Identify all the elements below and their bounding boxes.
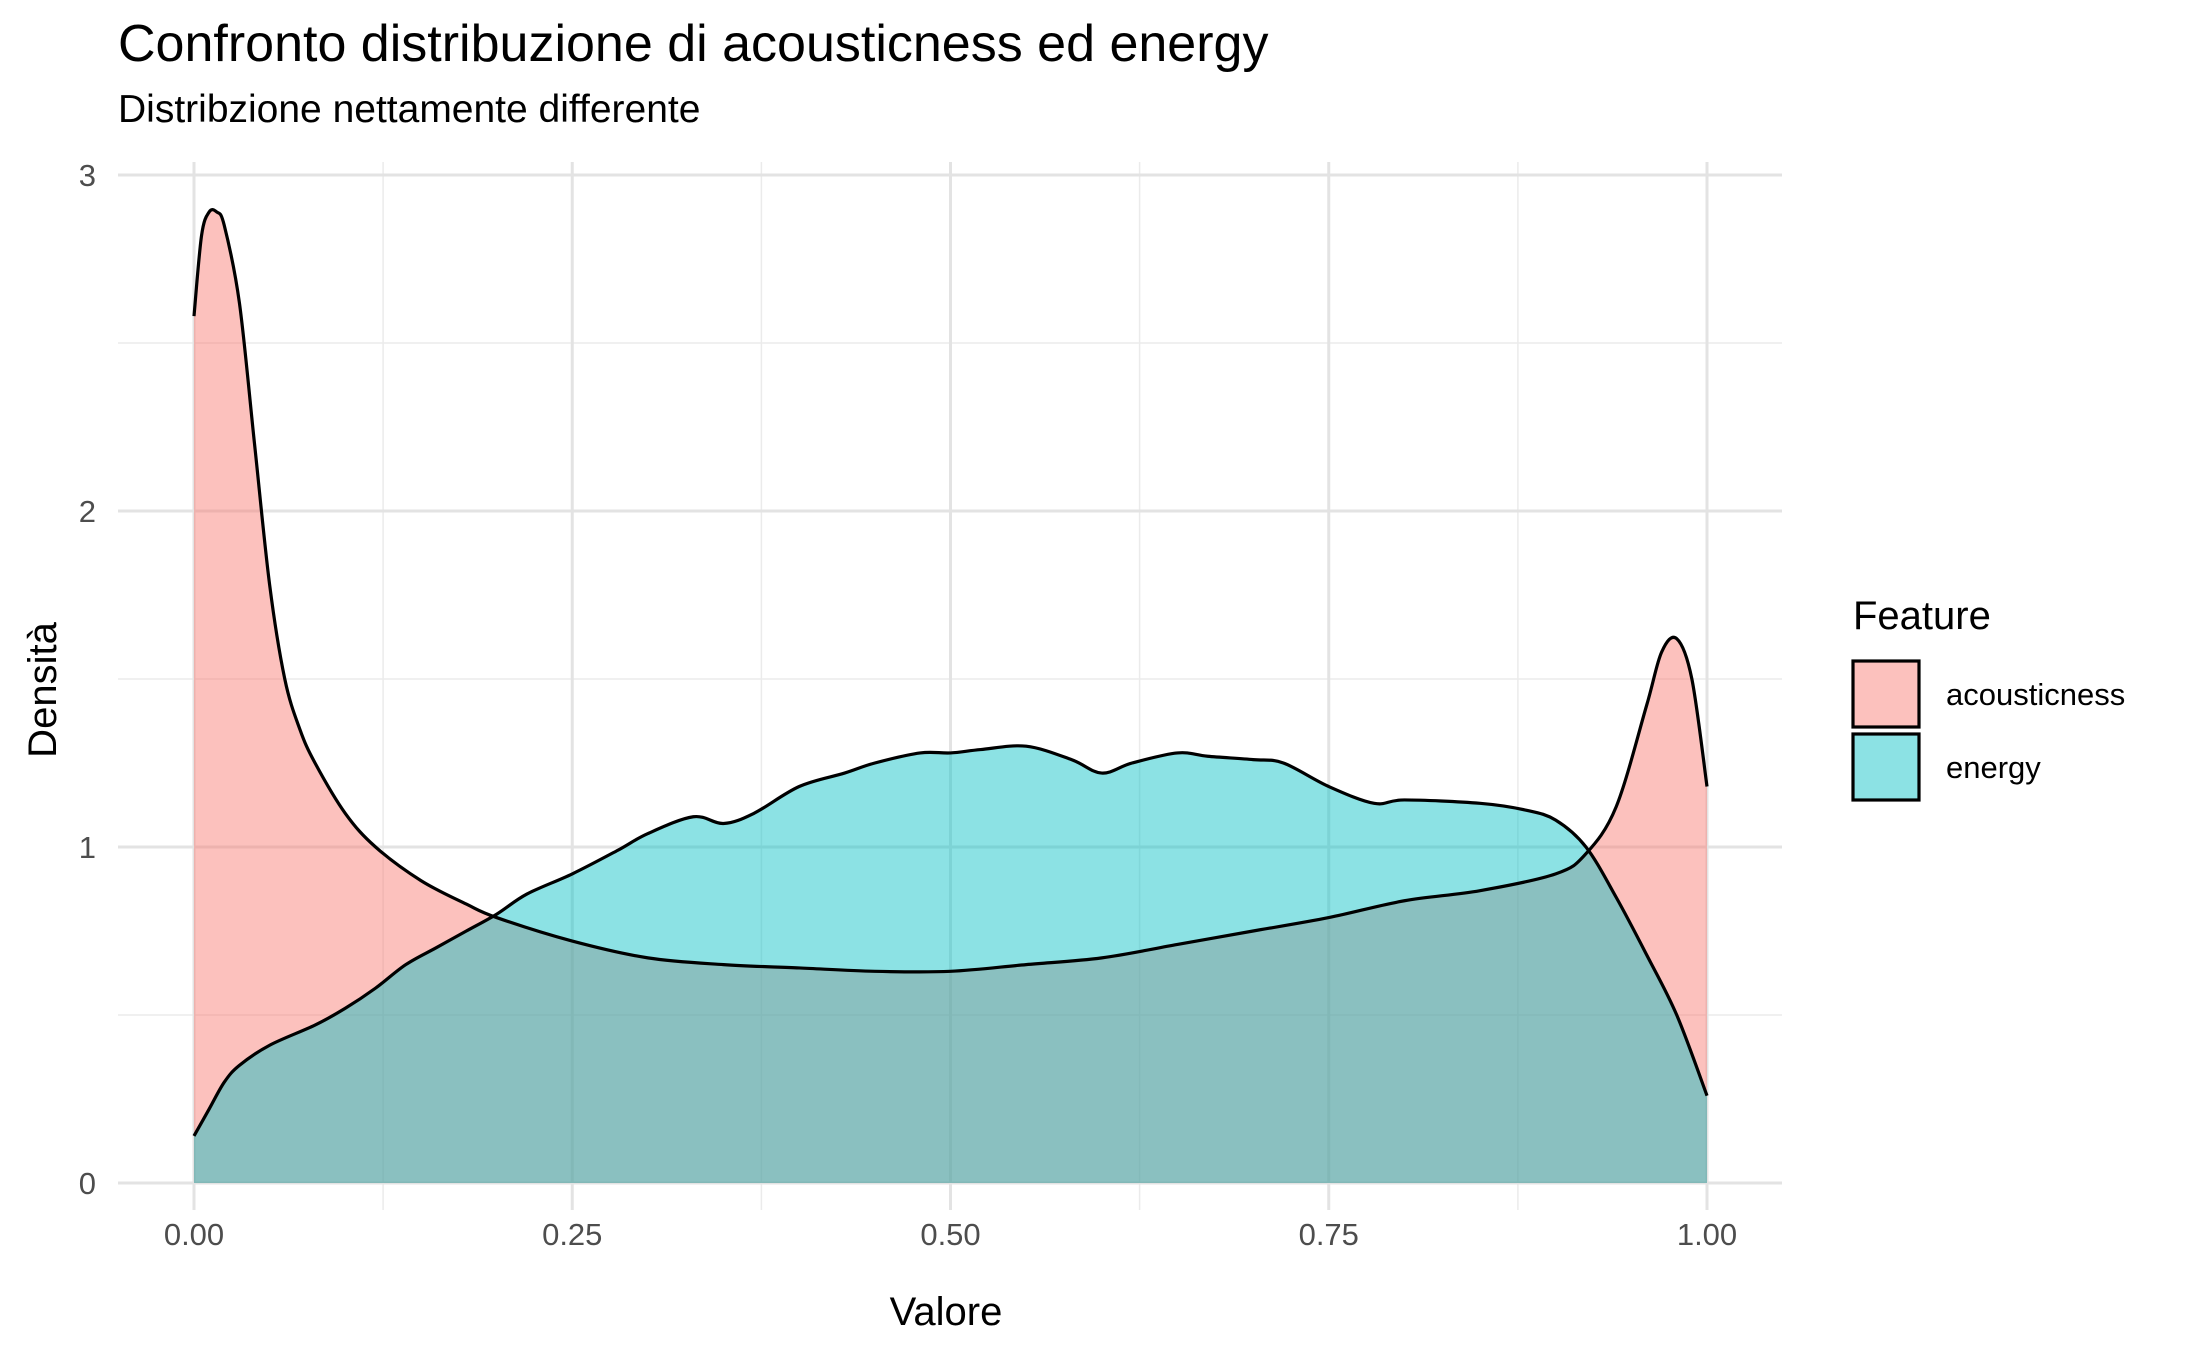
x-tick-label: 0.50	[920, 1217, 980, 1252]
legend-label-acousticness: acousticness	[1946, 677, 2125, 712]
legend-key-acousticness	[1851, 659, 1921, 729]
density-area-acousticness	[194, 209, 1707, 1183]
chart-title: Confronto distribuzione di acousticness …	[118, 15, 1269, 73]
legend-item-energy: energy	[1851, 732, 2041, 802]
area-layer	[192, 208, 1709, 1183]
y-tick-label: 1	[79, 830, 96, 865]
grid-layer	[118, 162, 1782, 1210]
x-tick-label: 1.00	[1677, 1217, 1737, 1252]
tick-layer: 0.00 0.25 0.50 0.75 1.00 0 1 2 3	[79, 158, 1737, 1252]
legend-key-energy	[1851, 732, 1921, 802]
y-axis-title: Densità	[21, 621, 65, 757]
legend-key-background	[1853, 734, 1919, 800]
density-line-acousticness	[192, 208, 1709, 974]
legend-item-acousticness: acousticness	[1851, 659, 2125, 729]
y-tick-label: 2	[79, 494, 96, 529]
legend-label-energy: energy	[1946, 750, 2041, 785]
legend-title: Feature	[1853, 594, 1991, 638]
y-tick-label: 0	[79, 1166, 96, 1201]
x-tick-label: 0.00	[164, 1217, 224, 1252]
density-area-energy	[194, 745, 1707, 1183]
x-tick-label: 0.75	[1299, 1217, 1359, 1252]
density-line-energy	[192, 744, 1709, 1137]
y-tick-label: 3	[79, 158, 96, 193]
legend-key-background	[1853, 661, 1919, 727]
legend: Feature acousticness energy	[1851, 594, 2125, 802]
x-axis-title: Valore	[890, 1290, 1003, 1334]
x-tick-label: 0.25	[542, 1217, 602, 1252]
chart-subtitle: Distribzione nettamente differente	[118, 88, 701, 131]
